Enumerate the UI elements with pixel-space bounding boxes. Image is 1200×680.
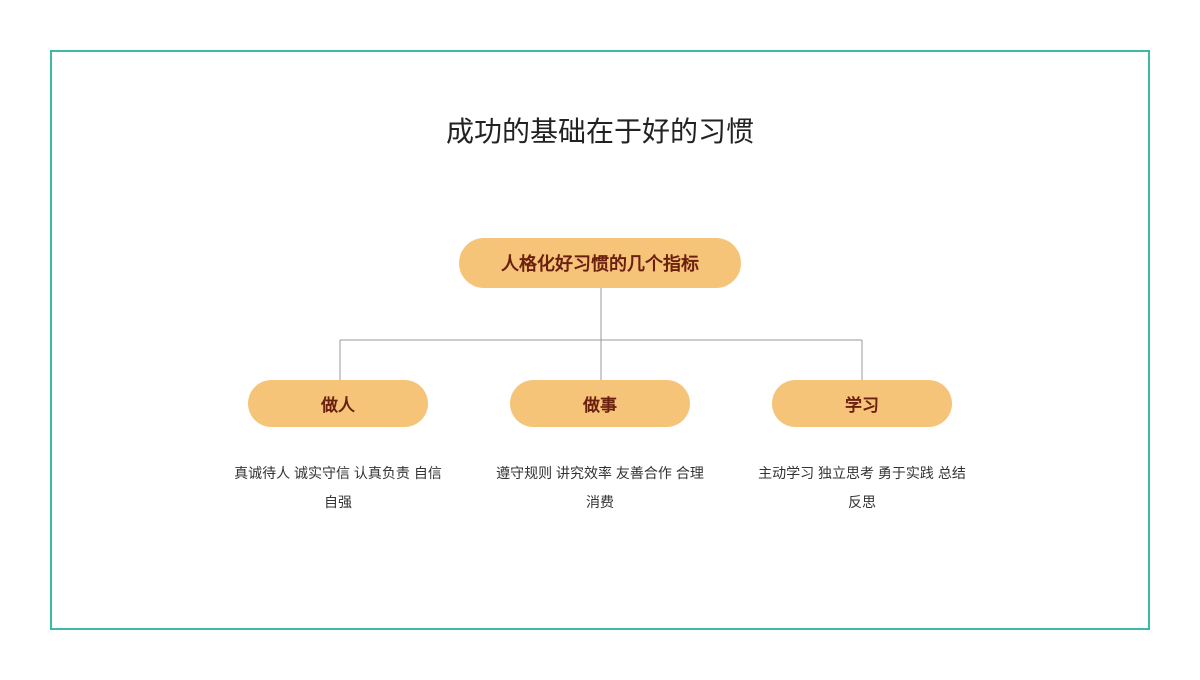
branch-item: 做事 遵守规则 讲究效率 友善合作 合理消费 xyxy=(500,380,700,518)
child-desc: 真诚待人 诚实守信 认真负责 自信自强 xyxy=(233,459,443,518)
page-title: 成功的基础在于好的习惯 xyxy=(52,110,1148,150)
branch-item: 学习 主动学习 独立思考 勇于实践 总结反思 xyxy=(762,380,962,518)
child-desc: 主动学习 独立思考 勇于实践 总结反思 xyxy=(757,459,967,518)
tree-branches: 做人 真诚待人 诚实守信 认真负责 自信自强 做事 遵守规则 讲究效率 友善合作… xyxy=(52,380,1148,518)
branch-item: 做人 真诚待人 诚实守信 认真负责 自信自强 xyxy=(238,380,438,518)
tree-root-node: 人格化好习惯的几个指标 xyxy=(459,238,741,288)
child-node: 做事 xyxy=(510,380,690,427)
child-node: 学习 xyxy=(772,380,952,427)
slide-frame: 成功的基础在于好的习惯 人格化好习惯的几个指标 做人 真诚待人 诚实守信 认真负… xyxy=(50,50,1150,630)
child-desc: 遵守规则 讲究效率 友善合作 合理消费 xyxy=(495,459,705,518)
child-node: 做人 xyxy=(248,380,428,427)
